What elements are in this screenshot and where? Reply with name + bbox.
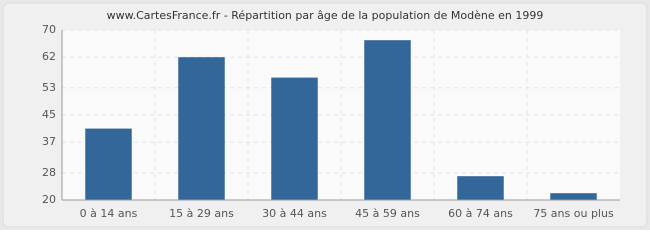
- y-tick-label: 37: [42, 135, 56, 148]
- y-tick-label: 45: [42, 108, 56, 121]
- chart-title: www.CartesFrance.fr - Répartition par âg…: [107, 9, 544, 22]
- y-tick-label: 62: [42, 50, 56, 63]
- y-tick-label: 28: [42, 166, 56, 179]
- bar: [550, 193, 597, 200]
- bar: [271, 77, 318, 200]
- y-tick-label: 20: [42, 193, 56, 206]
- bar: [85, 128, 132, 200]
- bar: [364, 40, 411, 201]
- x-tick-label: 0 à 14 ans: [80, 207, 138, 220]
- x-tick-label: 30 à 44 ans: [262, 207, 327, 220]
- x-tick-label: 60 à 74 ans: [448, 207, 513, 220]
- x-tick-label: 45 à 59 ans: [355, 207, 420, 220]
- bar: [457, 176, 504, 200]
- x-tick-label: 15 à 29 ans: [169, 207, 234, 220]
- x-tick-label: 75 ans ou plus: [533, 207, 614, 220]
- bar: [178, 57, 225, 201]
- y-tick-label: 53: [42, 81, 56, 94]
- chart: www.CartesFrance.fr - Répartition par âg…: [0, 0, 650, 230]
- y-tick-label: 70: [42, 23, 56, 36]
